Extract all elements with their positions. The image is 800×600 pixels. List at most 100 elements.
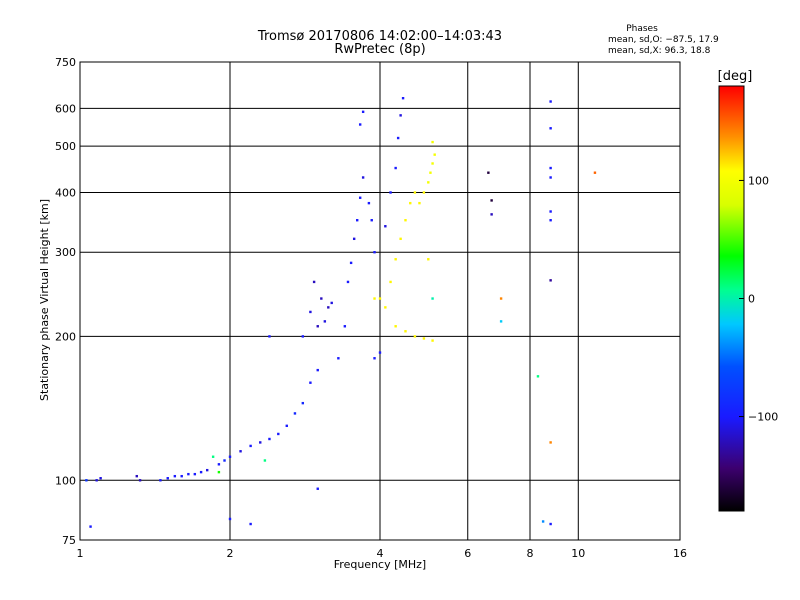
data-point [223,459,226,462]
scatter-points [85,96,597,528]
data-point [389,280,392,284]
data-point [211,455,215,458]
data-point [404,330,407,333]
data-point [217,463,221,466]
data-point [349,261,353,265]
x-tick-label: 4 [377,547,384,560]
data-point [99,477,102,480]
data-point [394,325,397,328]
y-tick-label: 100 [55,474,76,487]
data-point [431,162,434,165]
data-point [312,280,316,284]
colorbar-tick-label: 100 [748,174,769,187]
data-point [394,166,397,170]
data-point [378,297,382,300]
data-point [394,258,397,261]
plot-area [79,61,681,541]
data-point [499,297,503,300]
x-axis-ticks: 1 2 4 6 8 10 16 [77,547,688,560]
data-point [422,337,426,340]
data-point [199,470,203,474]
data-point [309,310,312,314]
y-axis-label: Stationary phase Virtual Height [km] [38,199,51,401]
plot-frame [79,61,681,541]
data-point [549,210,552,213]
data-point [89,525,92,528]
data-point [427,258,430,261]
data-point [301,401,305,405]
y-tick-label: 75 [62,534,76,547]
data-point [367,201,371,205]
data-point [337,357,340,360]
data-point [301,335,305,338]
data-point [268,437,271,441]
colorbar-label: [deg] [718,69,753,84]
data-point [549,100,552,103]
data-point [228,517,232,521]
data-point [316,325,319,328]
data-point [361,110,365,114]
data-point [173,474,177,478]
data-point [549,441,552,444]
data-point [228,455,232,458]
data-point [373,357,376,360]
data-point [355,219,359,222]
stats-line-o: mean, sd,O: −87.5, 17.9 [608,35,719,45]
data-point [217,470,221,474]
data-point [431,140,434,144]
data-point [422,191,426,194]
data-point [401,96,405,100]
colorbar-tick-label: 0 [748,293,755,306]
chart-subtitle: RwPretec (8p) [334,42,425,57]
data-point [490,199,493,202]
data-point [138,479,142,482]
data-point [549,219,552,222]
data-point [413,335,417,338]
data-point [418,201,421,205]
grid-lines [80,62,680,540]
data-point [346,280,350,284]
data-point [384,306,387,309]
data-point [85,479,88,482]
data-point [487,171,490,174]
x-tick-label: 2 [227,547,234,560]
data-point [499,320,503,323]
data-point [429,171,432,174]
data-point [316,487,319,490]
y-tick-label: 750 [55,56,76,69]
y-tick-label: 400 [55,186,76,199]
data-point [490,213,493,216]
y-tick-label: 500 [55,140,76,153]
data-point [159,479,162,482]
data-point [431,297,434,300]
data-point [135,474,138,478]
data-point [277,432,280,436]
data-point [373,297,376,300]
data-point [361,176,365,179]
data-point [378,351,382,354]
data-point [541,520,545,523]
data-point [343,325,347,328]
x-tick-label: 8 [527,547,534,560]
data-point [263,459,267,462]
data-point [327,306,330,309]
data-point [399,237,402,241]
colorbar-ticks: 100 0 −100 [739,174,778,424]
data-point [549,176,552,179]
data-point [249,444,252,448]
data-point [358,196,362,199]
data-point [409,201,412,205]
data-point [285,424,288,428]
data-point [352,237,356,241]
data-point [316,368,319,372]
data-point [239,450,242,453]
data-point [268,335,271,338]
x-tick-label: 16 [673,547,687,560]
data-point [180,474,183,478]
data-point [549,279,552,282]
data-point [259,441,262,444]
y-tick-label: 600 [55,102,76,115]
data-point [95,479,98,482]
data-point [370,219,373,222]
